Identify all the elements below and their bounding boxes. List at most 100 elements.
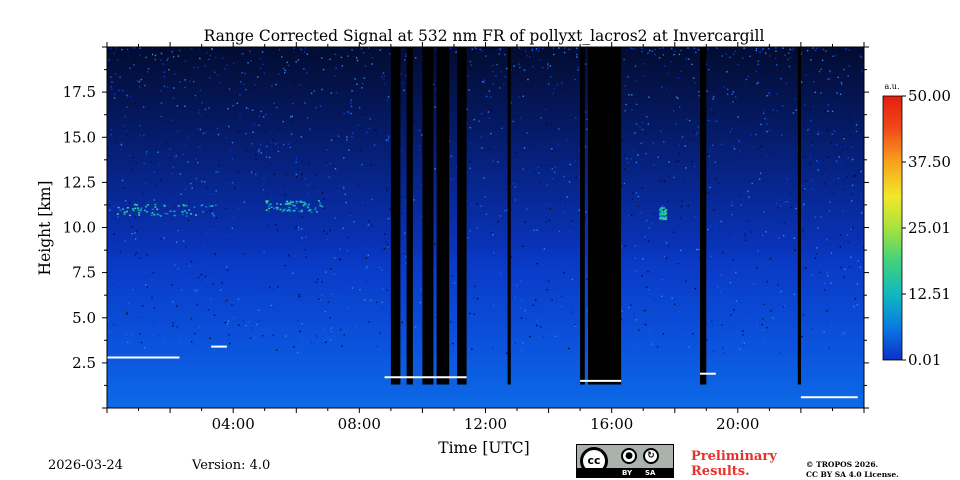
noise-speck xyxy=(777,59,780,61)
noise-speck xyxy=(272,334,274,336)
noise-speck xyxy=(279,83,281,85)
noise-speck xyxy=(517,48,520,50)
noise-speck xyxy=(556,84,559,86)
noise-speck xyxy=(497,149,499,151)
noise-speck xyxy=(469,59,471,61)
noise-speck xyxy=(651,50,654,52)
noise-speck xyxy=(315,281,318,283)
noise-speck xyxy=(237,131,239,133)
noise-speck xyxy=(160,59,162,61)
x-tick-label: 16:00 xyxy=(590,415,633,433)
noise-speck xyxy=(466,108,468,111)
noise-speck xyxy=(842,188,844,191)
noise-speck xyxy=(256,323,258,326)
noise-speck xyxy=(351,132,354,134)
noise-speck xyxy=(110,47,112,49)
noise-speck xyxy=(785,82,787,85)
no-signal-period xyxy=(580,47,585,385)
noise-speck xyxy=(519,307,521,310)
noise-speck xyxy=(806,48,808,50)
noise-speck xyxy=(766,56,769,59)
noise-speck xyxy=(164,297,166,299)
noise-speck xyxy=(145,284,147,286)
noise-speck xyxy=(144,346,146,349)
noise-speck xyxy=(768,48,770,50)
noise-speck xyxy=(272,288,274,290)
noise-speck xyxy=(620,133,622,136)
noise-speck xyxy=(747,190,749,193)
noise-speck xyxy=(189,80,191,82)
copyright-line-1: © TROPOS 2026. xyxy=(806,460,879,469)
noise-speck xyxy=(111,88,113,90)
noise-speck xyxy=(584,63,587,65)
noise-speck xyxy=(262,335,264,337)
noise-speck xyxy=(469,127,471,129)
cirrus-speck xyxy=(276,206,279,209)
cirrus-speck xyxy=(211,212,214,214)
no-signal-period xyxy=(588,47,622,385)
noise-speck xyxy=(371,224,373,227)
noise-speck xyxy=(532,332,534,334)
noise-speck xyxy=(716,47,718,49)
noise-speck xyxy=(283,144,285,146)
noise-speck xyxy=(647,123,649,125)
y-tick-label: 2.5 xyxy=(72,354,96,372)
noise-speck xyxy=(450,155,453,157)
noise-speck xyxy=(304,178,306,180)
cirrus-speck xyxy=(159,215,162,217)
noise-speck xyxy=(766,130,768,133)
noise-speck xyxy=(389,53,391,55)
noise-speck xyxy=(211,48,213,50)
noise-speck xyxy=(525,208,528,210)
noise-speck xyxy=(359,289,361,291)
noise-speck xyxy=(857,260,859,262)
noise-speck xyxy=(215,98,217,101)
noise-speck xyxy=(574,78,576,81)
noise-speck xyxy=(723,86,725,88)
noise-speck xyxy=(817,161,820,163)
noise-speck xyxy=(473,118,475,121)
noise-speck xyxy=(499,272,502,275)
noise-speck xyxy=(289,84,291,86)
noise-speck xyxy=(371,304,373,307)
noise-speck xyxy=(451,94,453,96)
noise-speck xyxy=(564,283,567,285)
noise-speck xyxy=(653,164,655,166)
noise-speck xyxy=(812,152,814,154)
noise-speck xyxy=(469,142,472,144)
noise-speck xyxy=(164,214,166,216)
noise-speck xyxy=(199,300,201,302)
noise-speck xyxy=(850,256,852,258)
noise-speck xyxy=(554,171,556,173)
noise-speck xyxy=(531,49,533,52)
noise-speck xyxy=(688,58,690,60)
cirrus-speck xyxy=(661,211,664,213)
no-signal-period xyxy=(436,47,450,385)
noise-speck xyxy=(357,183,359,185)
noise-speck xyxy=(153,322,155,324)
noise-speck xyxy=(247,108,249,110)
noise-speck xyxy=(233,317,235,319)
noise-speck xyxy=(510,102,512,105)
noise-speck xyxy=(662,54,665,56)
noise-speck xyxy=(627,76,629,78)
noise-speck xyxy=(851,184,854,186)
noise-speck xyxy=(228,178,231,180)
noise-speck xyxy=(669,48,672,50)
noise-speck xyxy=(709,119,711,122)
noise-speck xyxy=(126,333,128,335)
noise-speck xyxy=(818,183,821,185)
noise-speck xyxy=(817,169,819,171)
cirrus-speck xyxy=(283,208,286,210)
noise-speck xyxy=(657,232,660,235)
noise-speck xyxy=(710,255,713,257)
cirrus-speck xyxy=(265,202,268,204)
no-signal-periods xyxy=(390,47,801,385)
noise-speck xyxy=(491,232,493,234)
cirrus-speck xyxy=(169,210,172,212)
noise-speck xyxy=(755,133,757,136)
noise-speck xyxy=(186,47,189,49)
noise-speck xyxy=(250,60,252,62)
noise-speck xyxy=(307,117,309,119)
noise-speck xyxy=(577,48,580,50)
